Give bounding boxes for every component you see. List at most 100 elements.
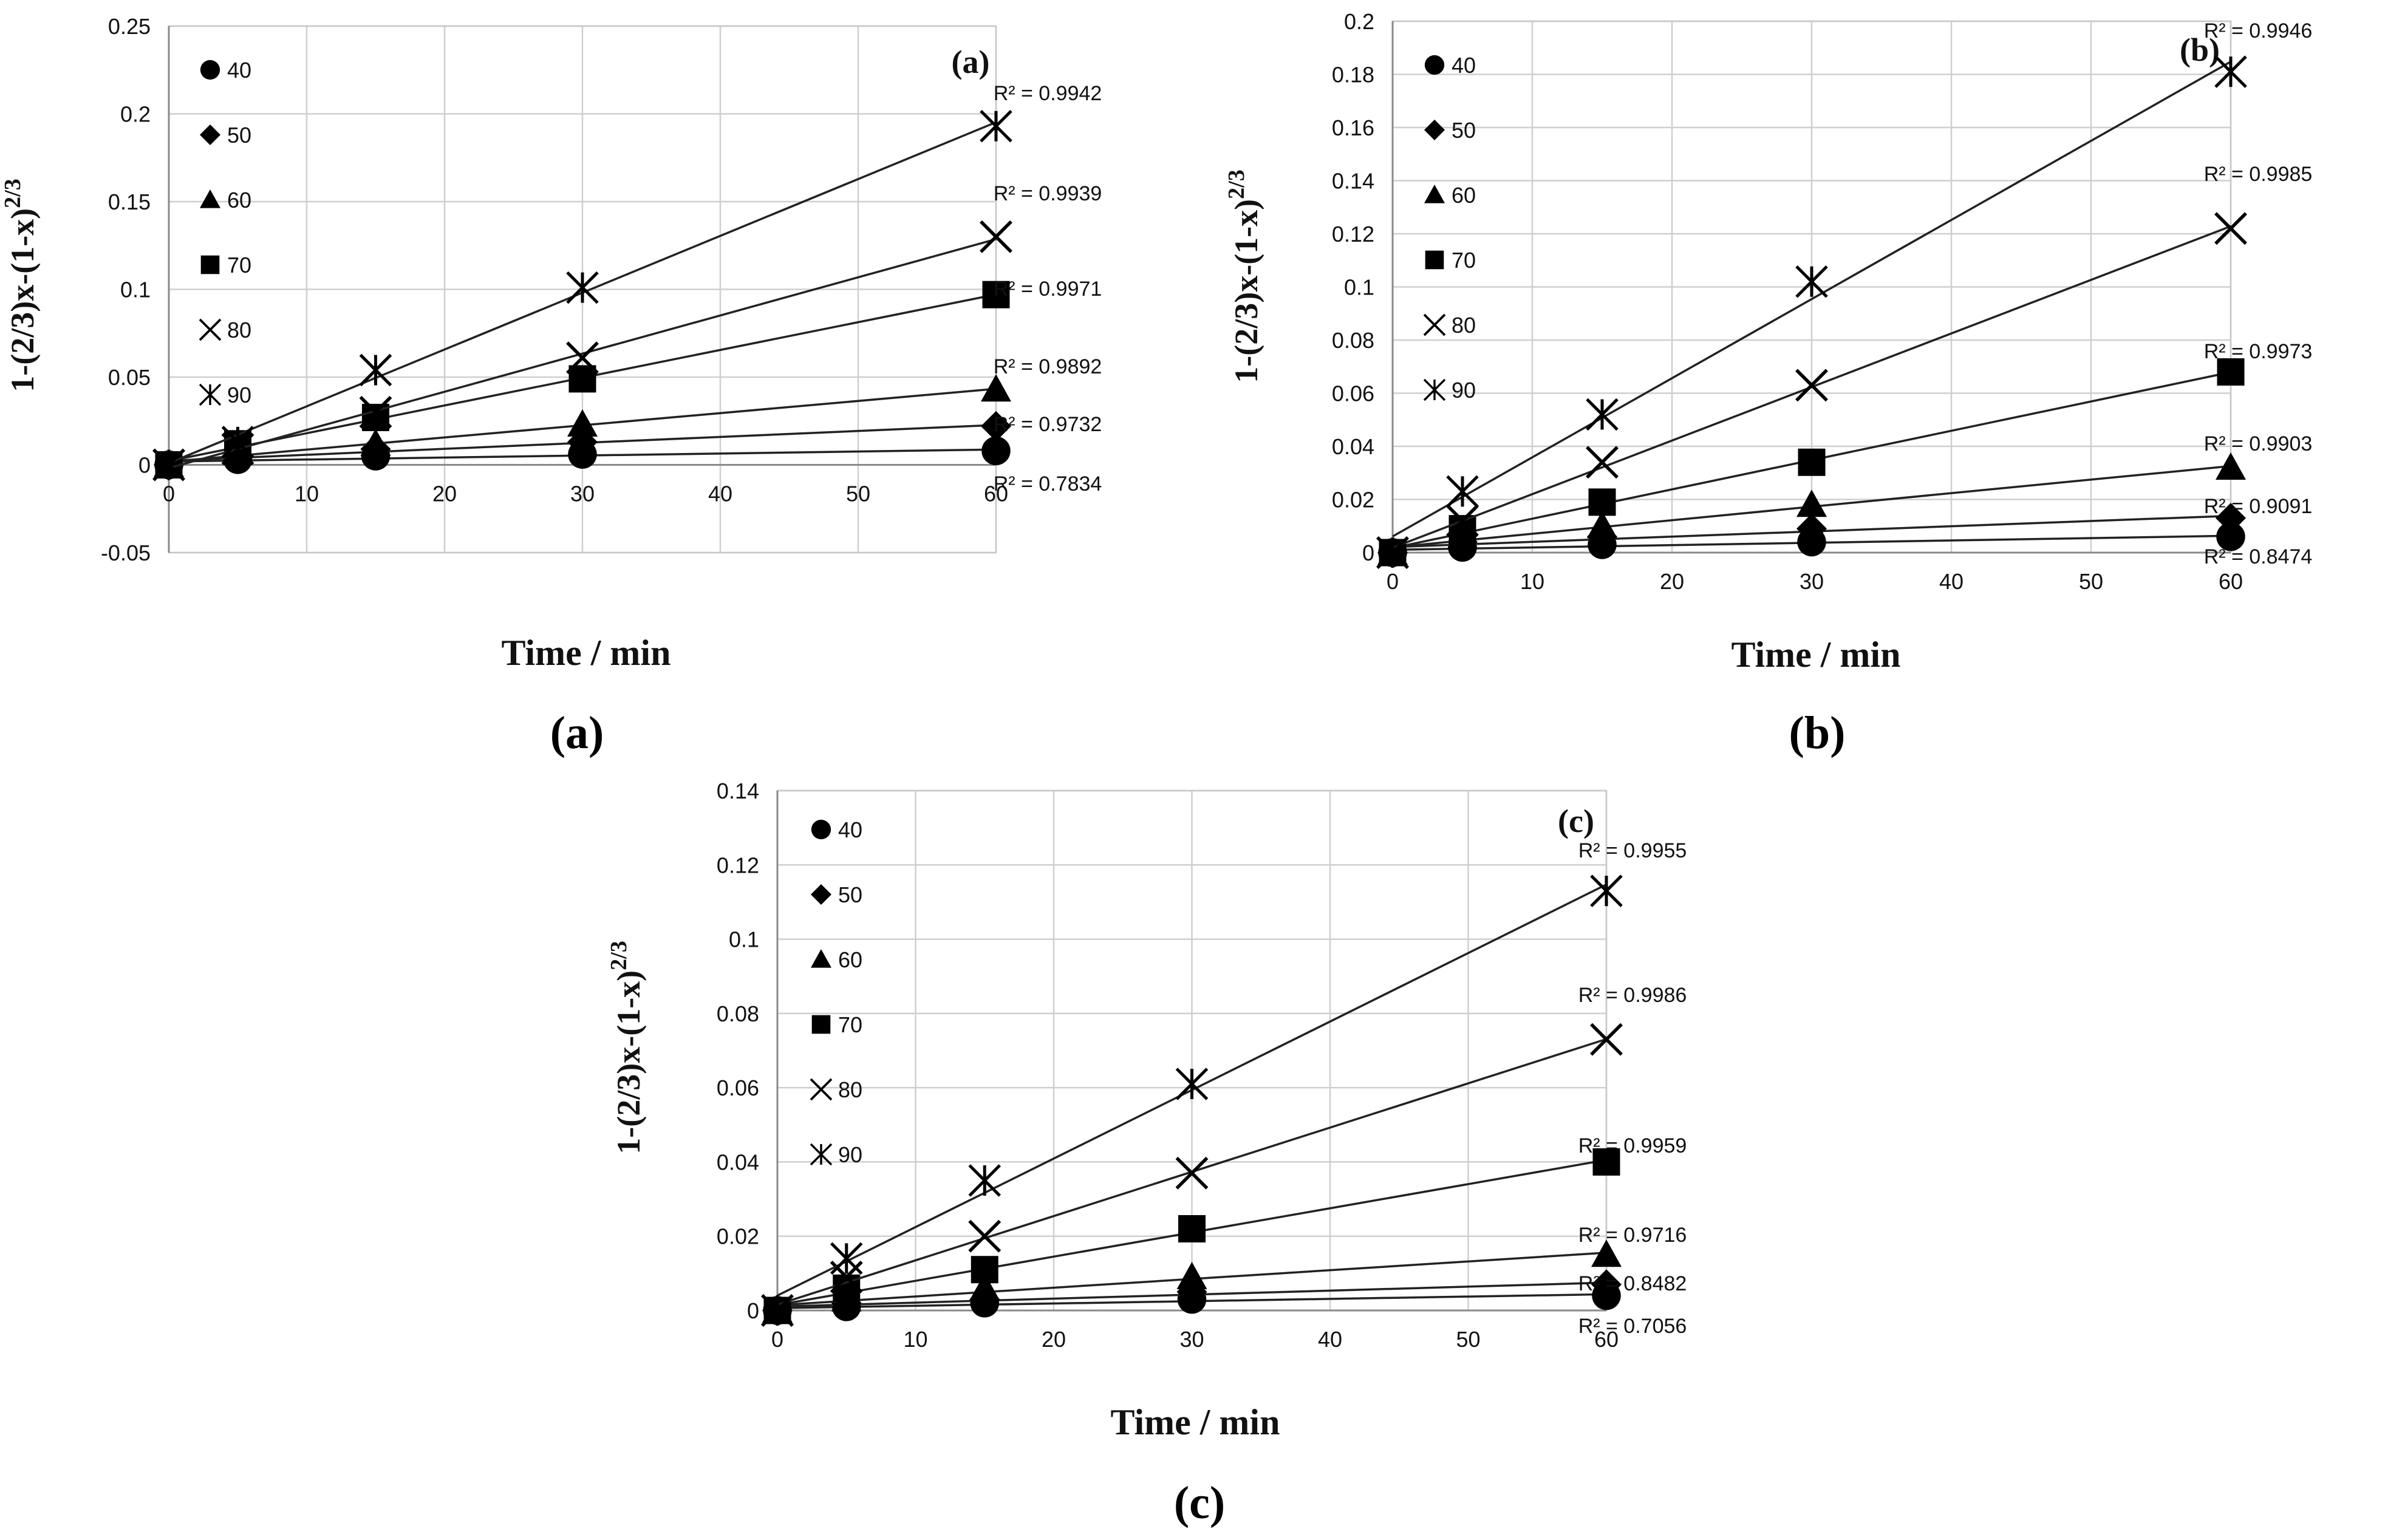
panel-tag: (c) xyxy=(1558,803,1594,839)
data-point-90-shape xyxy=(2214,55,2247,88)
data-point-90 xyxy=(980,109,1012,143)
legend-marker-50 xyxy=(200,124,220,145)
data-point-80-shape xyxy=(980,220,1012,253)
x-tick-label: 10 xyxy=(295,482,319,506)
legend-marker-40 xyxy=(200,60,220,80)
y-tick-label: 0.05 xyxy=(108,365,151,390)
legend-marker-60 xyxy=(1424,185,1445,203)
x-tick-label: 0 xyxy=(163,482,175,506)
data-point-50 xyxy=(1591,1269,1622,1300)
data-point-60 xyxy=(1176,1261,1207,1289)
legend-marker-40-shape xyxy=(1424,55,1445,75)
data-point-70-shape xyxy=(1178,1215,1206,1242)
figure-label-b: (b) xyxy=(1789,707,1846,758)
data-point-90-shape xyxy=(359,353,392,387)
data-point-60 xyxy=(2216,452,2246,480)
data-point-70 xyxy=(982,281,1010,308)
legend-label-50: 50 xyxy=(227,123,251,148)
series-90: R² = 0.9955 xyxy=(761,839,1687,1327)
data-point-90 xyxy=(968,1164,1001,1197)
x-axis-title: Time / min xyxy=(1111,1402,1280,1442)
r-squared-label-50: R² = 0.9732 xyxy=(994,413,1102,436)
data-point-90 xyxy=(221,426,254,458)
trendline-90 xyxy=(1392,61,2231,537)
y-tick-label: 0.1 xyxy=(1344,275,1374,300)
legend-label-60: 60 xyxy=(838,947,862,972)
x-tick-label: 40 xyxy=(1318,1327,1342,1352)
legend-marker-50 xyxy=(1424,120,1445,140)
data-point-90-shape xyxy=(1795,265,1828,298)
series-80: R² = 0.9985 xyxy=(1376,163,2312,569)
legend-marker-50 xyxy=(811,884,831,905)
x-tick-label: 0 xyxy=(1387,569,1399,594)
data-point-50-shape xyxy=(981,411,1011,441)
legend-label-50: 50 xyxy=(838,882,862,907)
data-point-70-shape xyxy=(568,365,596,393)
x-tick-label: 20 xyxy=(432,482,457,506)
y-axis-title-main: 1-(2/3)x-(1-x) xyxy=(1228,199,1264,383)
data-point-90-shape xyxy=(1376,536,1409,569)
data-point-70 xyxy=(1178,1215,1206,1242)
series-90: R² = 0.9942 xyxy=(152,82,1102,482)
x-tick-label: 40 xyxy=(708,482,732,506)
y-tick-label: 0.12 xyxy=(1332,222,1374,247)
data-point-90-shape xyxy=(1590,874,1623,907)
data-point-60-shape xyxy=(969,1273,1000,1301)
data-point-70 xyxy=(1592,1148,1620,1176)
legend: 40 50 60 70 80 90 xyxy=(1423,53,1476,403)
data-point-90 xyxy=(152,448,185,482)
data-point-80-shape xyxy=(566,341,599,375)
data-point-90-shape xyxy=(566,271,599,304)
data-point-80 xyxy=(1590,1023,1623,1056)
data-point-90 xyxy=(359,353,392,387)
legend-marker-90-shape xyxy=(1423,378,1446,401)
legend-label-70: 70 xyxy=(1452,248,1476,273)
data-point-90-shape xyxy=(761,1294,794,1327)
y-tick-label: 0.06 xyxy=(1332,381,1374,406)
y-tick-label: 0 xyxy=(138,453,151,478)
r-squared-label-60: R² = 0.9903 xyxy=(2204,432,2313,455)
data-point-90-shape xyxy=(830,1242,863,1275)
r-squared-label-70: R² = 0.9959 xyxy=(1578,1134,1687,1157)
figure-label-c: (c) xyxy=(1174,1477,1225,1528)
data-point-60-shape xyxy=(1587,511,1617,539)
data-point-60-shape xyxy=(1591,1239,1622,1267)
x-axis-title: Time / min xyxy=(502,633,671,673)
x-tick-label: 10 xyxy=(903,1327,927,1352)
x-tick-label: 0 xyxy=(771,1327,783,1352)
legend-label-80: 80 xyxy=(227,318,251,342)
series-70: R² = 0.9971 xyxy=(155,278,1102,479)
data-point-80-shape xyxy=(1590,1023,1623,1056)
series-50: R² = 0.9732 xyxy=(154,411,1102,480)
x-axis-title: Time / min xyxy=(1732,635,1901,675)
data-point-70-shape xyxy=(982,281,1010,308)
legend-label-40: 40 xyxy=(227,58,251,83)
y-tick-label: 0.1 xyxy=(729,927,759,952)
data-point-90 xyxy=(1586,398,1619,431)
data-point-80-shape xyxy=(2214,212,2247,245)
data-point-60-shape xyxy=(981,374,1011,402)
y-tick-label: -0.05 xyxy=(101,540,151,565)
data-point-90 xyxy=(1446,475,1479,508)
legend-marker-80 xyxy=(1423,313,1446,336)
r-squared-label-40: R² = 0.7834 xyxy=(994,472,1102,496)
data-point-90 xyxy=(830,1242,863,1275)
data-point-60 xyxy=(360,428,391,456)
r-squared-label-60: R² = 0.9892 xyxy=(994,355,1102,378)
y-axis-title: 1-(2/3)x-(1-x)2/3 xyxy=(606,941,647,1154)
r-squared-label-70: R² = 0.9973 xyxy=(2204,340,2313,363)
y-axis-title-superscript: 2/3 xyxy=(1224,169,1249,199)
x-tick-label: 60 xyxy=(1594,1327,1619,1352)
r-squared-label-80: R² = 0.9986 xyxy=(1578,984,1687,1007)
legend-marker-80-shape xyxy=(199,318,222,341)
data-point-90 xyxy=(1795,265,1828,298)
data-point-50-shape xyxy=(1796,513,1827,544)
data-point-40-shape xyxy=(2216,522,2245,551)
legend-marker-60 xyxy=(811,949,831,968)
legend-marker-40 xyxy=(1424,55,1445,75)
y-axis-title-superscript: 2/3 xyxy=(606,941,632,970)
legend-marker-60-shape xyxy=(811,949,831,968)
y-axis-title-main: 1-(2/3)x-(1-x) xyxy=(610,970,647,1154)
data-point-70-shape xyxy=(971,1256,998,1284)
